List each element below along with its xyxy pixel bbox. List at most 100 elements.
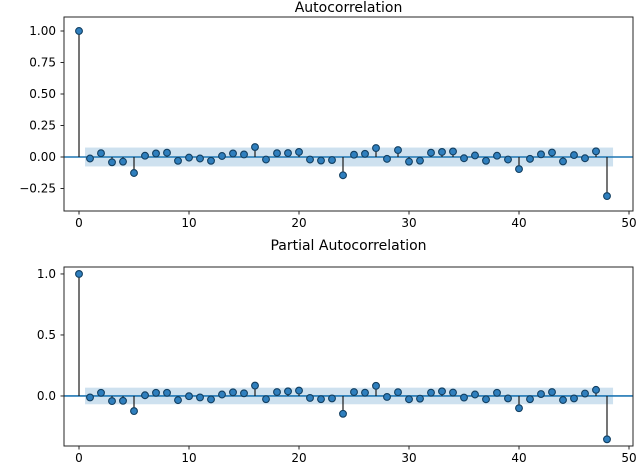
marker-lag-1: [86, 154, 94, 163]
marker-lag-34: [449, 147, 457, 156]
marker-lag-39: [504, 155, 512, 164]
acf-chart: 0 10 20 30 40 50 1.00 0.75 0.50 0.25 0.00 −0.25 Auto…: [19, 0, 636, 230]
marker-lag-26: [361, 388, 369, 397]
marker-lag-42: [537, 390, 545, 398]
x-tick-label: 0: [75, 451, 83, 465]
marker-lag-7: [152, 388, 160, 397]
marker-lag-5: [130, 407, 138, 416]
x-tick-label: 10: [181, 216, 196, 230]
marker-lag-26: [361, 149, 369, 158]
marker-lag-21: [306, 393, 314, 402]
marker-lag-35: [460, 154, 468, 163]
marker-lag-10: [185, 392, 193, 401]
x-tick-label: 50: [621, 451, 636, 465]
y-tick-label: 1.0: [37, 267, 56, 281]
marker-lag-37: [482, 156, 490, 165]
marker-lag-41: [526, 395, 534, 404]
marker-lag-33: [438, 148, 446, 156]
marker-lag-40: [515, 165, 523, 174]
marker-lag-15: [240, 150, 248, 159]
marker-lag-2: [97, 388, 105, 397]
marker-lag-20: [295, 148, 303, 156]
marker-lag-8: [163, 148, 171, 157]
marker-lag-0: [75, 27, 83, 35]
marker-lag-23: [328, 156, 336, 164]
marker-lag-15: [240, 389, 248, 398]
x-tick-label: 10: [181, 451, 196, 465]
axes-frame: [63, 16, 634, 212]
marker-lag-16: [251, 143, 259, 151]
marker-lag-23: [328, 394, 336, 403]
y-tick-label: 1.00: [29, 24, 56, 38]
marker-lag-27: [372, 144, 380, 153]
marker-lag-1: [86, 393, 94, 402]
marker-lag-4: [119, 396, 127, 405]
marker-lag-43: [548, 388, 556, 397]
marker-lag-42: [537, 150, 545, 159]
marker-lag-48: [603, 192, 611, 201]
marker-lag-0: [75, 270, 83, 278]
axes-frame: [63, 266, 634, 447]
y-tick-label: 0.25: [29, 118, 56, 132]
x-tick-label: 30: [401, 216, 416, 230]
marker-lag-30: [405, 157, 413, 166]
marker-lag-46: [581, 389, 589, 398]
marker-lag-6: [141, 391, 149, 400]
marker-lag-35: [460, 393, 468, 402]
y-tick-label: −0.25: [19, 181, 56, 195]
x-tick-label: 30: [401, 451, 416, 465]
marker-lag-16: [251, 381, 259, 390]
x-tick-label: 50: [621, 216, 636, 230]
marker-lag-3: [108, 158, 116, 167]
marker-lag-19: [284, 149, 292, 158]
x-tick-label: 20: [291, 216, 306, 230]
marker-lag-32: [427, 388, 435, 397]
marker-lag-30: [405, 395, 413, 404]
marker-lag-19: [284, 387, 292, 396]
marker-lag-14: [229, 388, 237, 397]
marker-lag-24: [339, 171, 347, 180]
marker-lag-10: [185, 153, 193, 162]
marker-lag-24: [339, 409, 347, 418]
marker-lag-11: [196, 154, 204, 163]
marker-lag-36: [471, 151, 479, 160]
y-tick-label: 0.00: [29, 150, 56, 164]
marker-lag-7: [152, 149, 160, 158]
marker-lag-8: [163, 388, 171, 397]
marker-lag-21: [306, 155, 314, 164]
marker-lag-41: [526, 154, 534, 163]
marker-lag-28: [383, 154, 391, 163]
marker-lag-36: [471, 390, 479, 399]
marker-lag-12: [207, 395, 215, 404]
marker-lag-43: [548, 148, 556, 157]
pacf-title: Partial Autocorrelation: [270, 238, 426, 254]
marker-lag-37: [482, 395, 490, 404]
marker-lag-13: [218, 390, 226, 399]
marker-lag-9: [174, 396, 182, 405]
marker-lag-29: [394, 146, 402, 155]
marker-lag-31: [416, 156, 424, 165]
marker-lag-38: [493, 388, 501, 397]
marker-lag-27: [372, 381, 380, 390]
y-tick-label: 0.75: [29, 55, 56, 69]
marker-lag-18: [273, 388, 281, 397]
marker-lag-38: [493, 151, 501, 160]
marker-lag-17: [262, 155, 270, 164]
marker-lag-31: [416, 394, 424, 403]
marker-lag-4: [119, 157, 127, 166]
marker-lag-11: [196, 393, 204, 402]
y-tick-label: 0.0: [37, 389, 56, 403]
marker-lag-22: [317, 395, 325, 404]
marker-lag-14: [229, 149, 237, 158]
marker-lag-3: [108, 397, 116, 406]
pacf-chart: 0 10 20 30 40 50 1.0 0.5 0.0 Partial Autocorrelat…: [37, 238, 637, 465]
x-tick-label: 40: [511, 451, 526, 465]
marker-lag-20: [295, 386, 303, 395]
marker-lag-5: [130, 169, 138, 177]
marker-lag-46: [581, 154, 589, 163]
marker-lag-45: [570, 394, 578, 403]
acf-title: Autocorrelation: [295, 0, 403, 16]
y-tick-label: 0.50: [29, 87, 56, 101]
marker-lag-2: [97, 149, 105, 158]
